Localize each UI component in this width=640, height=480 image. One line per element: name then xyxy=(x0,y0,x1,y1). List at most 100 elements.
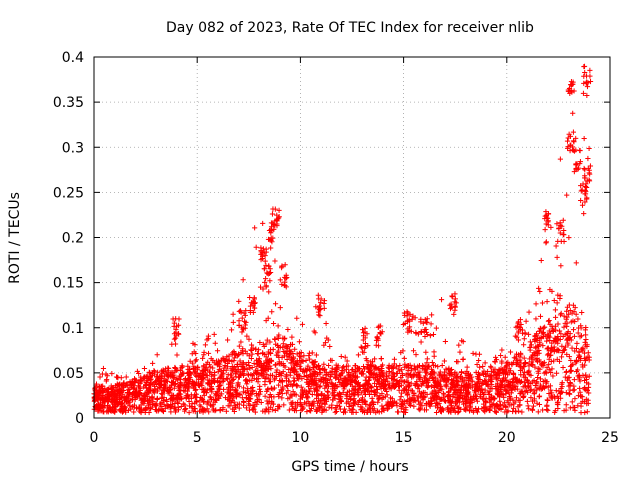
data-point xyxy=(374,390,380,396)
data-point xyxy=(125,387,132,393)
data-point xyxy=(214,348,221,354)
data-point xyxy=(242,325,248,331)
data-point xyxy=(236,401,242,407)
data-point xyxy=(515,320,521,326)
data-point xyxy=(386,368,393,375)
data-point xyxy=(228,327,235,333)
data-point xyxy=(317,383,323,389)
data-point xyxy=(587,67,593,73)
data-point xyxy=(557,230,563,236)
data-point xyxy=(200,355,206,361)
data-point xyxy=(412,366,418,372)
data-point xyxy=(337,403,343,409)
data-point xyxy=(268,385,275,391)
data-point xyxy=(553,370,560,376)
data-point xyxy=(475,385,481,391)
data-point xyxy=(160,368,167,375)
data-point xyxy=(411,403,417,409)
data-point xyxy=(360,383,366,389)
data-point xyxy=(415,386,421,392)
data-point xyxy=(350,407,356,413)
data-point xyxy=(571,376,577,383)
data-point xyxy=(424,331,430,338)
data-point xyxy=(569,399,575,405)
data-point xyxy=(499,347,505,353)
data-point xyxy=(374,334,380,340)
data-point xyxy=(262,253,268,259)
data-point xyxy=(335,363,341,369)
data-point xyxy=(198,408,204,414)
data-point xyxy=(261,360,267,366)
y-tick-label: 0.25 xyxy=(53,185,84,201)
data-point xyxy=(161,388,167,394)
data-point xyxy=(225,386,232,392)
data-point xyxy=(543,333,549,339)
data-point xyxy=(573,166,579,172)
data-point xyxy=(525,389,531,395)
data-point xyxy=(298,349,304,356)
data-point xyxy=(198,381,204,387)
data-point xyxy=(311,399,317,405)
data-point xyxy=(143,383,149,389)
data-point xyxy=(445,389,452,395)
data-point xyxy=(474,361,480,368)
data-point xyxy=(289,403,295,409)
data-point xyxy=(215,379,221,385)
data-point xyxy=(584,92,590,99)
data-point xyxy=(481,377,488,384)
data-point xyxy=(93,381,100,387)
data-point xyxy=(276,207,282,213)
data-point xyxy=(507,349,514,355)
data-point xyxy=(530,403,537,409)
data-point xyxy=(410,348,417,354)
data-point xyxy=(568,368,574,374)
data-point xyxy=(532,337,538,343)
data-point xyxy=(473,369,479,376)
data-point xyxy=(458,369,465,375)
data-point xyxy=(149,401,156,408)
data-point xyxy=(405,391,411,397)
data-point xyxy=(448,403,455,409)
data-point xyxy=(99,387,106,393)
data-point xyxy=(247,403,253,409)
data-point xyxy=(193,357,199,363)
data-point xyxy=(282,279,288,285)
data-point xyxy=(476,351,483,357)
data-point xyxy=(455,405,461,412)
data-point xyxy=(270,206,276,212)
data-point xyxy=(352,384,358,390)
data-point xyxy=(557,293,563,299)
data-point xyxy=(458,385,464,391)
data-point xyxy=(235,352,242,358)
data-point xyxy=(537,313,544,319)
data-point xyxy=(275,335,281,342)
data-point xyxy=(301,353,307,359)
data-point xyxy=(275,391,281,398)
data-point xyxy=(286,366,292,373)
data-point xyxy=(183,394,190,400)
data-point xyxy=(464,397,470,403)
data-point xyxy=(300,387,306,393)
data-point xyxy=(580,181,586,187)
data-point xyxy=(281,282,287,288)
data-point xyxy=(169,341,175,347)
data-point xyxy=(290,354,296,360)
data-point xyxy=(394,370,400,377)
data-point xyxy=(173,326,179,333)
data-point xyxy=(515,404,521,410)
data-point xyxy=(428,383,434,389)
data-point xyxy=(243,394,249,401)
data-point xyxy=(397,362,403,369)
data-point xyxy=(355,392,361,398)
data-point xyxy=(485,381,491,387)
data-point xyxy=(151,388,157,394)
data-point xyxy=(536,393,543,399)
data-point xyxy=(277,305,283,311)
data-point xyxy=(236,343,242,349)
data-point xyxy=(344,358,350,364)
data-point xyxy=(462,406,468,412)
data-point xyxy=(342,354,348,360)
data-point xyxy=(187,358,193,364)
axis-ticks: 0 5 10 15 20 25 0 0.05 0.1 0.15 0.2 0.25 0.3 0.35 0.4 xyxy=(53,50,619,446)
data-point xyxy=(566,311,572,317)
